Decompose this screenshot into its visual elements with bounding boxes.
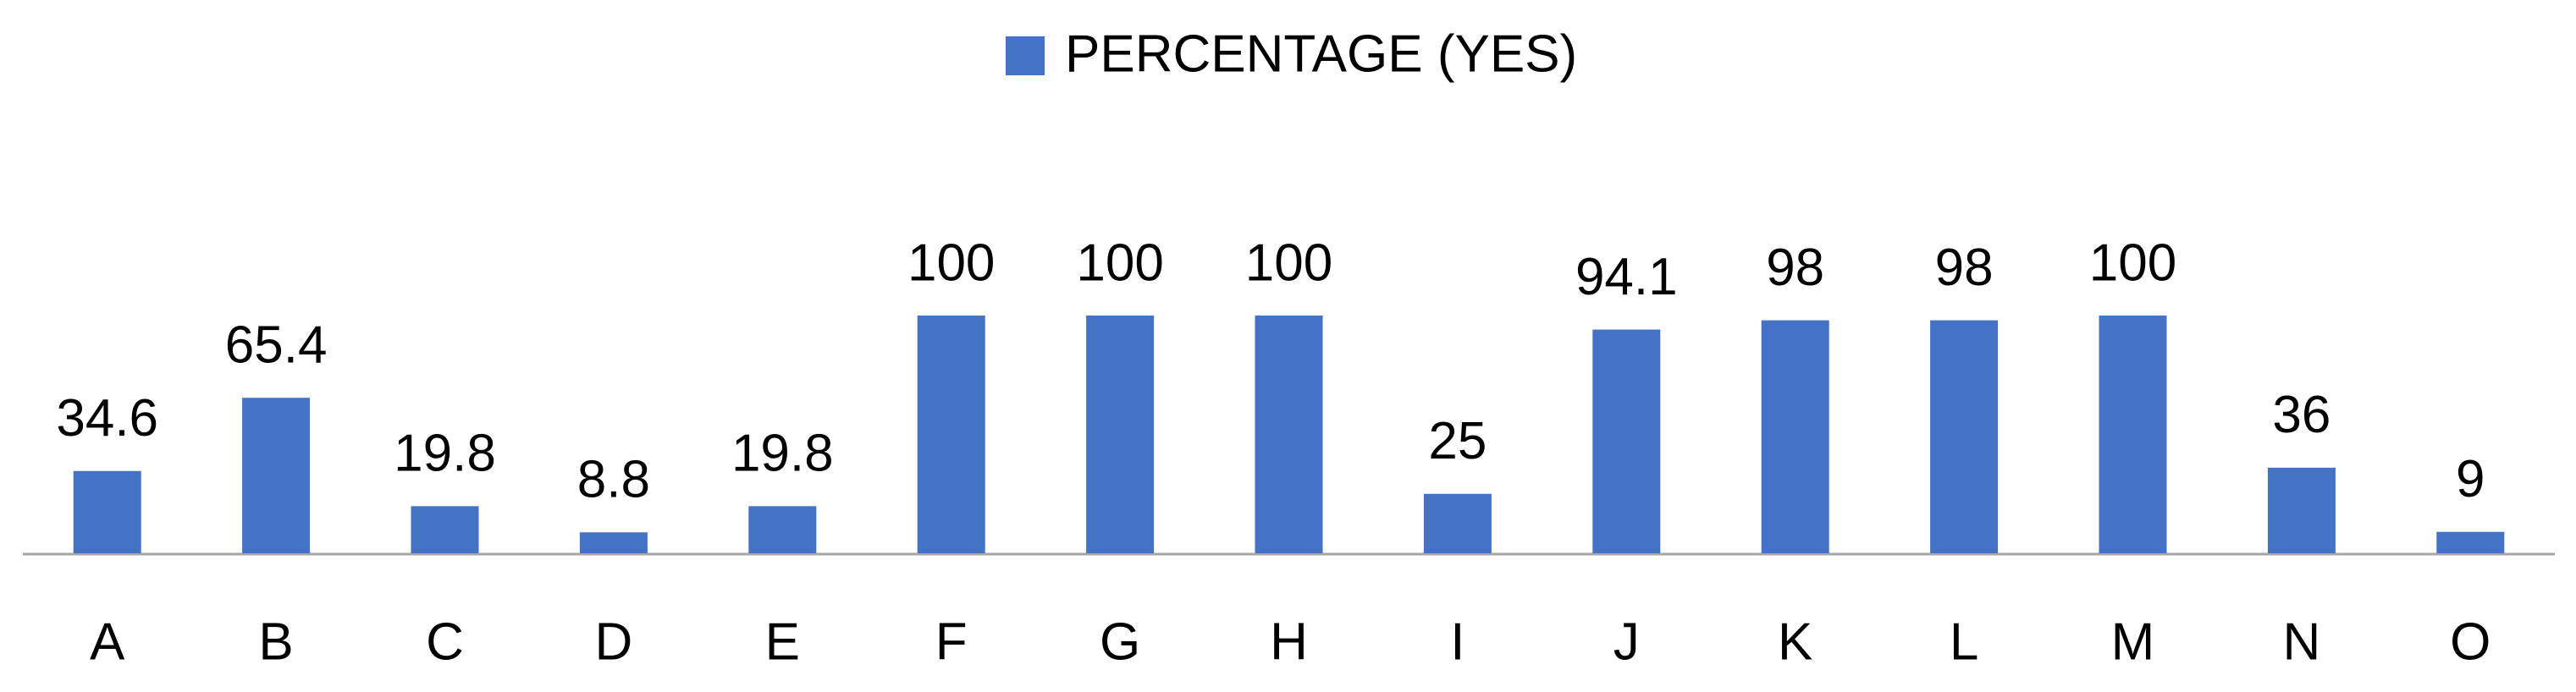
bar xyxy=(2099,316,2167,553)
x-tick-label: B xyxy=(258,612,293,671)
x-tick-label: E xyxy=(765,612,800,671)
bar xyxy=(411,506,479,553)
bar xyxy=(1930,320,1999,553)
bar xyxy=(73,470,141,553)
bar xyxy=(1423,493,1492,553)
value-label: 100 xyxy=(907,233,995,292)
value-label: 34.6 xyxy=(56,389,158,448)
legend-swatch xyxy=(1006,36,1045,75)
value-label: 19.8 xyxy=(731,425,834,483)
x-tick-label: H xyxy=(1270,612,1308,671)
value-label: 36 xyxy=(2272,386,2331,444)
bar xyxy=(2436,531,2505,553)
legend-label: PERCENTAGE (YES) xyxy=(1065,25,1577,83)
bar xyxy=(917,316,985,553)
value-label: 98 xyxy=(1935,239,1994,297)
x-tick-label: K xyxy=(1778,612,1812,671)
x-tick-label: O xyxy=(2450,612,2491,671)
value-label: 100 xyxy=(2089,233,2176,292)
x-tick-label: L xyxy=(1950,612,1978,671)
value-label: 100 xyxy=(1076,233,1163,292)
x-tick-label: C xyxy=(426,612,464,671)
x-tick-label: N xyxy=(2283,612,2321,671)
value-label: 94.1 xyxy=(1575,248,1678,306)
x-tick-label: I xyxy=(1450,612,1465,671)
x-tick-label: J xyxy=(1613,612,1640,671)
x-tick-label: M xyxy=(2111,612,2155,671)
value-label: 9 xyxy=(2456,450,2485,508)
x-tick-label: F xyxy=(935,612,968,671)
bar xyxy=(579,532,648,553)
bar xyxy=(1761,320,1829,553)
value-label: 19.8 xyxy=(394,425,496,483)
value-label: 100 xyxy=(1245,233,1332,292)
bar xyxy=(748,506,817,553)
value-label: 65.4 xyxy=(225,316,328,375)
bar xyxy=(2267,467,2336,553)
bar xyxy=(1086,316,1155,553)
value-label: 8.8 xyxy=(577,451,650,509)
x-tick-label: A xyxy=(90,612,125,671)
x-tick-label: G xyxy=(1100,612,1140,671)
bar xyxy=(242,398,311,553)
bar xyxy=(1255,316,1323,553)
x-tick-label: D xyxy=(595,612,633,671)
value-label: 25 xyxy=(1428,412,1487,470)
bar xyxy=(1592,329,1661,553)
value-label: 98 xyxy=(1766,239,1824,297)
